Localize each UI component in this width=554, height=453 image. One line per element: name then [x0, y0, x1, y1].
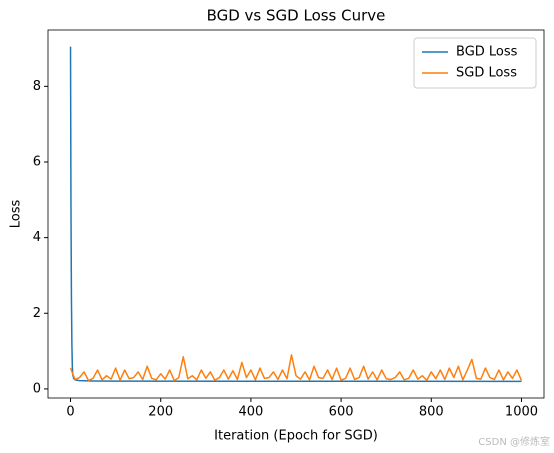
y-tick-label: 6	[33, 154, 41, 169]
legend-label: SGD Loss	[456, 66, 517, 81]
y-tick-label: 8	[33, 79, 41, 94]
x-tick-label: 400	[238, 405, 263, 420]
line-series	[69, 354, 523, 382]
y-tick-label: 4	[33, 230, 41, 245]
x-axis-label: Iteration (Epoch for SGD)	[214, 429, 378, 444]
y-tick-label: 2	[33, 306, 41, 321]
legend-box	[413, 37, 537, 89]
legend-label: BGD Loss	[456, 45, 518, 60]
y-tick-label: 0	[33, 381, 41, 396]
y-axis-label: Loss	[9, 200, 24, 229]
x-tick-label: 600	[329, 405, 354, 420]
watermark: CSDN @修炼室	[478, 435, 550, 448]
plot-frame	[47, 29, 545, 399]
chart-title: BGD vs SGD Loss Curve	[207, 7, 386, 25]
x-tick-label: 200	[148, 405, 173, 420]
x-tick-label: 1000	[505, 405, 538, 420]
x-tick-label: 0	[66, 405, 74, 420]
x-tick-label: 800	[419, 405, 444, 420]
line-series	[69, 46, 522, 383]
